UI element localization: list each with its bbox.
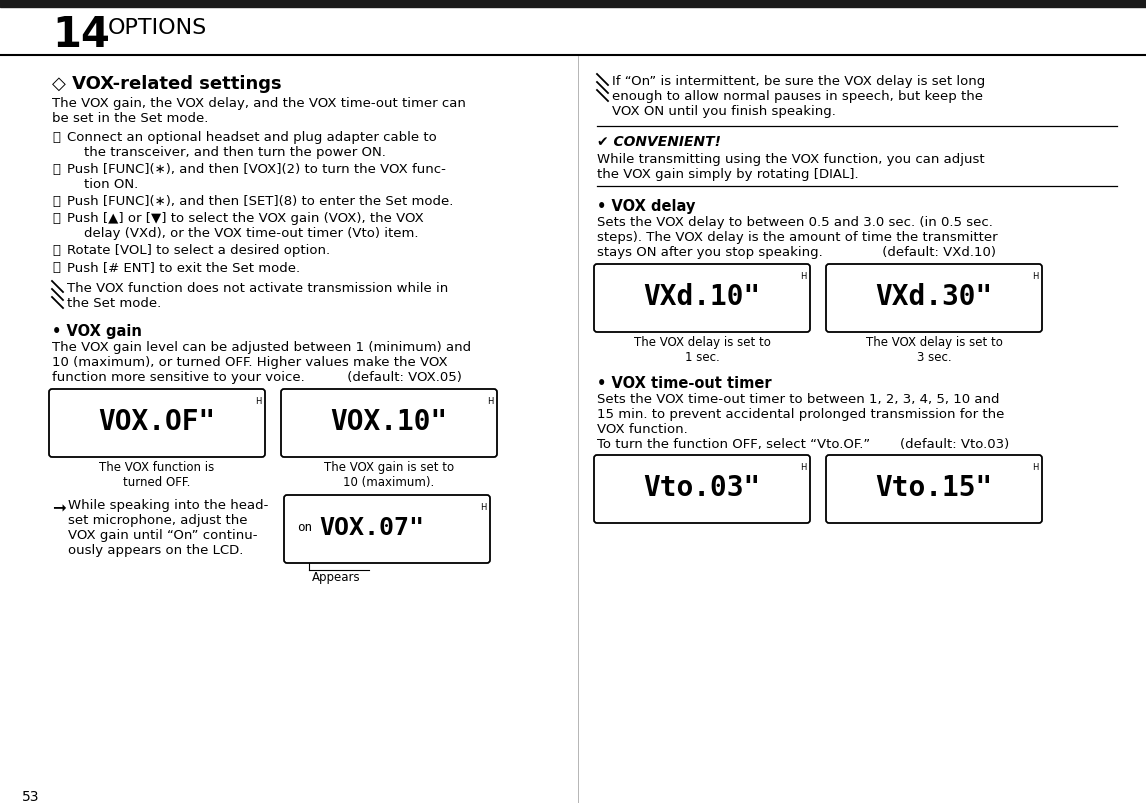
FancyBboxPatch shape	[284, 495, 490, 563]
Text: ⓓ: ⓓ	[52, 212, 60, 225]
Text: Push [▲] or [▼] to select the VOX gain (VOX), the VOX
    delay (VXd), or the VO: Push [▲] or [▼] to select the VOX gain (…	[66, 212, 424, 240]
FancyBboxPatch shape	[826, 455, 1042, 524]
FancyBboxPatch shape	[594, 265, 810, 332]
Text: While transmitting using the VOX function, you can adjust
the VOX gain simply by: While transmitting using the VOX functio…	[597, 153, 984, 181]
Text: Push [# ENT] to exit the Set mode.: Push [# ENT] to exit the Set mode.	[66, 261, 300, 274]
Text: VXd.10": VXd.10"	[643, 283, 761, 311]
Text: ⓑ: ⓑ	[52, 163, 60, 176]
Text: Vto.15": Vto.15"	[876, 474, 992, 501]
Text: OPTIONS: OPTIONS	[108, 18, 207, 38]
Text: Sets the VOX time-out timer to between 1, 2, 3, 4, 5, 10 and
15 min. to prevent : Sets the VOX time-out timer to between 1…	[597, 393, 1010, 450]
FancyBboxPatch shape	[826, 265, 1042, 332]
FancyBboxPatch shape	[594, 455, 810, 524]
Text: The VOX gain level can be adjusted between 1 (minimum) and
10 (maximum), or turn: The VOX gain level can be adjusted betwe…	[52, 340, 471, 384]
Bar	[0, 0, 1146, 8]
Text: VOX.07": VOX.07"	[319, 516, 424, 540]
Text: VOX.10": VOX.10"	[330, 407, 448, 435]
Text: H: H	[480, 503, 486, 512]
Text: Sets the VOX delay to between 0.5 and 3.0 sec. (in 0.5 sec.
steps). The VOX dela: Sets the VOX delay to between 0.5 and 3.…	[597, 216, 998, 259]
Text: The VOX gain, the VOX delay, and the VOX time-out timer can
be set in the Set mo: The VOX gain, the VOX delay, and the VOX…	[52, 97, 466, 124]
Text: H: H	[800, 271, 807, 281]
Text: Push [FUNC](∗), and then [VOX](2) to turn the VOX func-
    tion ON.: Push [FUNC](∗), and then [VOX](2) to tur…	[66, 163, 446, 191]
Text: ✔ CONVENIENT!: ✔ CONVENIENT!	[597, 135, 721, 149]
Text: ⓒ: ⓒ	[52, 195, 60, 208]
Text: VXd.30": VXd.30"	[876, 283, 992, 311]
Text: The VOX delay is set to
1 sec.: The VOX delay is set to 1 sec.	[634, 336, 770, 364]
Text: ⓕ: ⓕ	[52, 261, 60, 274]
Text: ⓐ: ⓐ	[52, 131, 60, 144]
Text: on: on	[297, 521, 312, 534]
Text: 53: 53	[22, 789, 39, 803]
Text: The VOX function is
turned OFF.: The VOX function is turned OFF.	[100, 460, 214, 488]
Text: Connect an optional headset and plug adapter cable to
    the transceiver, and t: Connect an optional headset and plug ada…	[66, 131, 437, 159]
Text: VOX.OF": VOX.OF"	[99, 407, 215, 435]
Text: The VOX delay is set to
3 sec.: The VOX delay is set to 3 sec.	[865, 336, 1003, 364]
Text: While speaking into the head-
set microphone, adjust the
VOX gain until “On” con: While speaking into the head- set microp…	[68, 499, 268, 556]
Text: • VOX gain: • VOX gain	[52, 324, 142, 339]
FancyBboxPatch shape	[49, 389, 265, 458]
Text: H: H	[1033, 463, 1038, 471]
Text: ➞: ➞	[52, 499, 65, 516]
Text: Vto.03": Vto.03"	[643, 474, 761, 501]
Text: Rotate [VOL] to select a desired option.: Rotate [VOL] to select a desired option.	[66, 243, 330, 257]
Text: If “On” is intermittent, be sure the VOX delay is set long
enough to allow norma: If “On” is intermittent, be sure the VOX…	[612, 75, 986, 118]
Text: 14: 14	[52, 14, 110, 56]
Text: ◇ VOX-related settings: ◇ VOX-related settings	[52, 75, 282, 93]
Text: H: H	[256, 397, 261, 406]
Text: Appears: Appears	[312, 570, 361, 583]
Text: H: H	[487, 397, 494, 406]
Text: ⓔ: ⓔ	[52, 243, 60, 257]
Text: • VOX delay: • VOX delay	[597, 199, 696, 214]
FancyBboxPatch shape	[281, 389, 497, 458]
Text: H: H	[1033, 271, 1038, 281]
Text: Push [FUNC](∗), and then [SET](8) to enter the Set mode.: Push [FUNC](∗), and then [SET](8) to ent…	[66, 195, 454, 208]
Text: • VOX time-out timer: • VOX time-out timer	[597, 376, 771, 390]
Text: H: H	[800, 463, 807, 471]
Text: The VOX function does not activate transmission while in
the Set mode.: The VOX function does not activate trans…	[66, 282, 448, 310]
Text: The VOX gain is set to
10 (maximum).: The VOX gain is set to 10 (maximum).	[324, 460, 454, 488]
